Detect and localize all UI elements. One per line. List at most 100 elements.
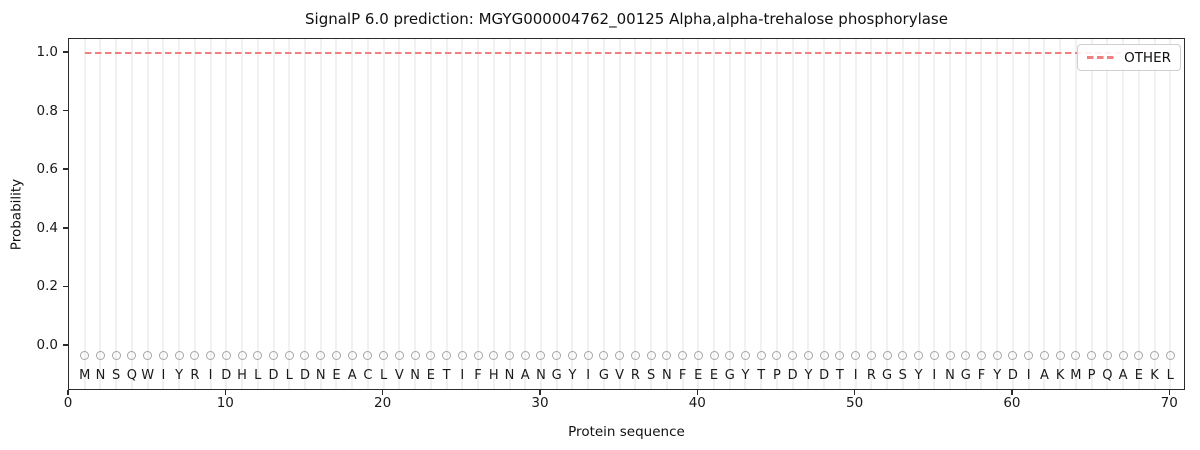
residue-gridline (760, 39, 763, 389)
y-tick-mark (63, 344, 68, 346)
residue-gridline (665, 39, 668, 389)
residue-letter: V (615, 367, 625, 383)
residue-marker (1118, 351, 1128, 361)
residue-marker (552, 351, 562, 361)
residue-marker (803, 351, 813, 361)
residue-letter: E (1134, 367, 1143, 383)
residue-gridline (115, 39, 118, 389)
residue-letter: A (1039, 367, 1049, 383)
x-tick-label: 50 (846, 395, 864, 411)
residue-letter: N (661, 367, 672, 383)
residue-gridline (241, 39, 244, 389)
residue-letter: Y (914, 367, 923, 383)
residue-letter: I (161, 367, 166, 383)
residue-letter: V (394, 367, 404, 383)
residue-marker (630, 351, 640, 361)
residue-gridline (964, 39, 967, 389)
residue-letter: W (141, 367, 155, 383)
residue-letter: L (380, 367, 388, 383)
residue-gridline (288, 39, 291, 389)
residue-gridline (571, 39, 574, 389)
residue-letter: I (586, 367, 591, 383)
residue-marker (583, 351, 593, 361)
x-tick-mark (853, 390, 856, 395)
residue-marker (788, 351, 798, 361)
residue-letter: D (819, 367, 830, 383)
residue-letter: Y (804, 367, 813, 383)
residue-letter: Q (126, 367, 138, 383)
residue-letter: G (960, 367, 971, 383)
residue-gridline (791, 39, 794, 389)
residue-letter: D (221, 367, 232, 383)
residue-gridline (130, 39, 133, 389)
residue-letter: G (598, 367, 609, 383)
residue-letter: L (1166, 367, 1174, 383)
residue-letter: M (1070, 367, 1082, 383)
residue-marker (237, 351, 247, 361)
residue-marker (284, 351, 294, 361)
residue-gridline (492, 39, 495, 389)
residue-gridline (1106, 39, 1109, 389)
residue-gridline (351, 39, 354, 389)
residue-gridline (1074, 39, 1077, 389)
residue-marker (835, 351, 845, 361)
residue-letter: A (1118, 367, 1128, 383)
residue-letter: N (95, 367, 106, 383)
residue-letter: T (835, 367, 844, 383)
residue-gridline (335, 39, 338, 389)
residue-letter: S (898, 367, 907, 383)
residue-marker (1150, 351, 1160, 361)
residue-marker (662, 351, 672, 361)
x-tick-label: 10 (216, 395, 234, 411)
residue-marker (678, 351, 688, 361)
y-tick-mark (63, 51, 68, 53)
residue-marker (819, 351, 829, 361)
residue-marker (1008, 351, 1018, 361)
residue-gridline (83, 39, 86, 389)
residue-marker (174, 351, 184, 361)
residue-letter: T (757, 367, 766, 383)
residue-gridline (775, 39, 778, 389)
residue-marker (505, 351, 514, 361)
y-tick-label: 1.0 (36, 44, 58, 61)
residue-gridline (162, 39, 165, 389)
residue-gridline (1011, 39, 1014, 389)
residue-gridline (1137, 39, 1140, 389)
residue-letter: A (347, 367, 357, 383)
y-tick-mark (63, 285, 68, 288)
residue-gridline (178, 39, 181, 389)
residue-marker (80, 351, 90, 361)
x-tick-mark (381, 390, 384, 395)
residue-gridline (524, 39, 527, 389)
residue-gridline (319, 39, 322, 389)
residue-letter: Y (568, 367, 577, 383)
residue-marker (1165, 351, 1175, 361)
residue-letter: C (363, 367, 373, 383)
residue-gridline (256, 39, 259, 389)
residue-letter: G (724, 367, 735, 383)
residue-letter: R (630, 367, 640, 383)
residue-marker (1024, 351, 1034, 361)
x-tick-label: 40 (688, 395, 706, 411)
x-tick-mark (1011, 390, 1013, 395)
residue-gridline (414, 39, 417, 389)
residue-marker (221, 351, 231, 361)
residue-gridline (681, 39, 684, 389)
residue-letter: K (1150, 367, 1159, 383)
x-tick-mark (696, 390, 699, 395)
residue-letter: G (551, 367, 562, 383)
residue-letter: S (112, 367, 121, 383)
residue-marker (709, 351, 719, 361)
residue-marker (442, 351, 452, 361)
residue-gridline (807, 39, 810, 389)
residue-marker (300, 351, 310, 361)
residue-gridline (1090, 39, 1093, 389)
residue-gridline (225, 39, 228, 389)
x-tick-label: 0 (63, 395, 73, 411)
residue-letter: R (190, 367, 200, 383)
residue-marker (394, 351, 404, 361)
residue-marker (206, 351, 216, 361)
x-tick-mark (67, 390, 69, 395)
residue-letter: R (866, 367, 876, 383)
